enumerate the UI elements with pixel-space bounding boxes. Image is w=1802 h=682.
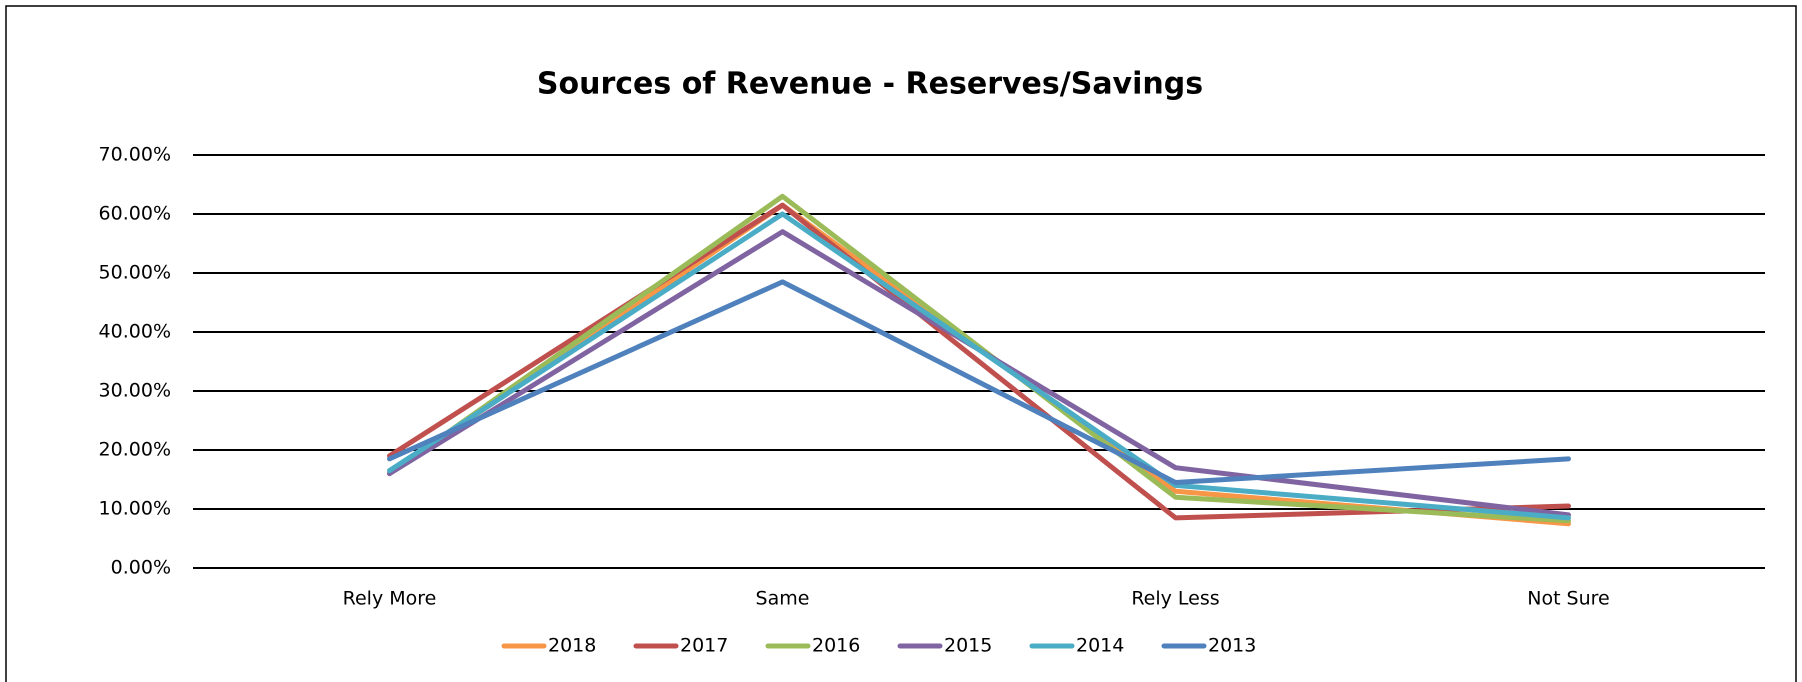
y-tick-label: 0.00% xyxy=(111,557,171,579)
chart-title: Sources of Revenue - Reserves/Savings xyxy=(537,67,1203,102)
x-tick-label: Not Sure xyxy=(1527,588,1610,610)
legend-label: 2017 xyxy=(680,635,728,657)
legend-label: 2015 xyxy=(944,635,992,657)
y-tick-label: 60.00% xyxy=(99,203,171,225)
series-line xyxy=(387,211,1571,521)
y-tick-label: 10.00% xyxy=(99,498,171,520)
y-tick-label: 70.00% xyxy=(99,144,171,166)
legend-label: 2014 xyxy=(1076,635,1124,657)
series-line xyxy=(387,202,1571,521)
legend-label: 2016 xyxy=(812,635,860,657)
x-tick-label: Same xyxy=(756,588,810,610)
x-tick-label: Rely Less xyxy=(1131,588,1219,610)
y-tick-label: 40.00% xyxy=(99,321,171,343)
y-tick-label: 30.00% xyxy=(99,380,171,402)
y-tick-label: 50.00% xyxy=(99,262,171,284)
y-tick-label: 20.00% xyxy=(99,439,171,461)
legend-label: 2013 xyxy=(1208,635,1256,657)
series-line xyxy=(387,279,1571,485)
x-tick-label: Rely More xyxy=(343,588,437,610)
legend-label: 2018 xyxy=(548,635,596,657)
